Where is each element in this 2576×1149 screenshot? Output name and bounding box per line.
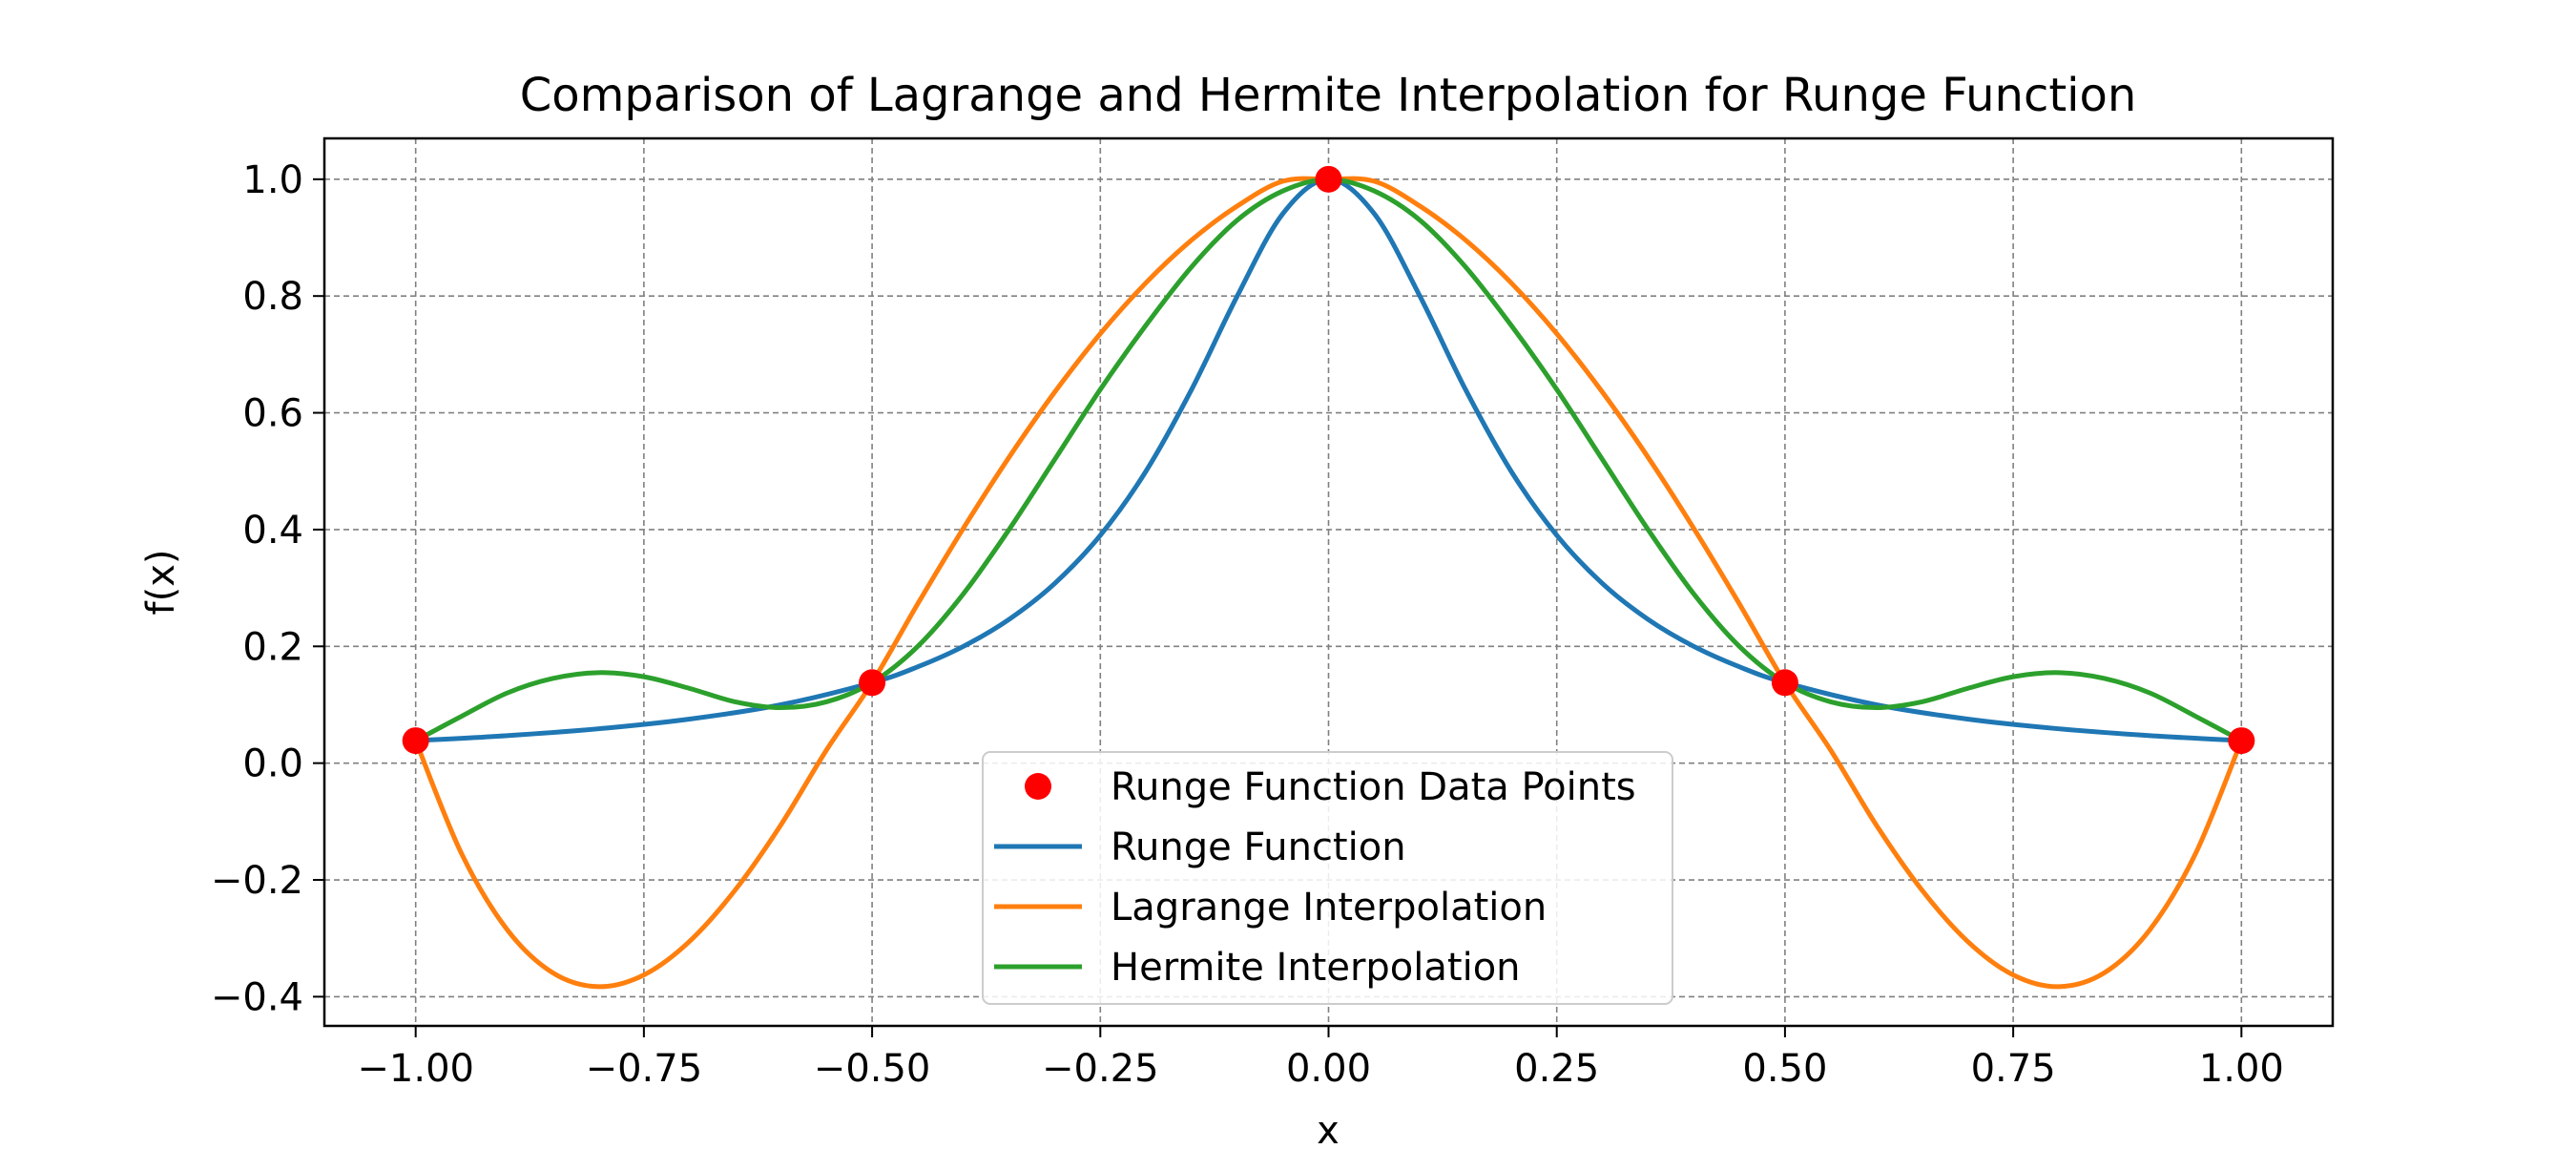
y-tick-label: 0.8 xyxy=(242,275,303,319)
x-tick-label: −0.50 xyxy=(814,1047,931,1091)
x-tick-label: 0.50 xyxy=(1742,1047,1827,1091)
x-tick-label: 0.25 xyxy=(1514,1047,1599,1091)
y-axis-label: f(x) xyxy=(139,550,183,616)
x-tick-label: 0.00 xyxy=(1286,1047,1371,1091)
x-axis-label: x xyxy=(1317,1109,1340,1145)
legend-label-runge-function: Runge Function xyxy=(1111,825,1406,869)
x-tick-label: −0.25 xyxy=(1042,1047,1159,1091)
y-tick-label: 0.6 xyxy=(242,392,303,436)
y-tick-label: 0.4 xyxy=(242,509,303,553)
series-layer xyxy=(402,165,2255,990)
y-tick-label: −0.4 xyxy=(211,975,303,1019)
data-point-marker xyxy=(402,727,429,755)
axis-ticks: −1.00 −0.75 −0.50 −0.25 0.00 0.25 0.50 0.75 1.00… xyxy=(211,158,2284,1091)
data-point-marker xyxy=(859,669,886,697)
legend-label-lagrange: Lagrange Interpolation xyxy=(1111,886,1547,930)
data-point-marker xyxy=(1315,165,1342,193)
y-tick-label: −0.2 xyxy=(211,859,303,903)
x-tick-label: −1.00 xyxy=(357,1047,474,1091)
legend: Runge Function Data Points Runge Functio… xyxy=(982,751,1673,1005)
legend-box xyxy=(982,751,1673,1005)
y-tick-label: 1.0 xyxy=(242,158,303,202)
data-point-marker xyxy=(1771,669,1798,697)
y-tick-label: 0.2 xyxy=(242,625,303,669)
legend-label-data-points: Runge Function Data Points xyxy=(1111,765,1636,809)
legend-marker-data-points xyxy=(1025,773,1051,800)
data-point-marker xyxy=(2228,727,2255,755)
chart-title: Comparison of Lagrange and Hermite Inter… xyxy=(520,69,2137,122)
x-tick-label: −0.75 xyxy=(586,1047,703,1091)
legend-label-hermite: Hermite Interpolation xyxy=(1111,946,1521,990)
x-tick-label: 0.75 xyxy=(1971,1047,2056,1091)
x-tick-label: 1.00 xyxy=(2199,1047,2284,1091)
y-tick-label: 0.0 xyxy=(242,742,303,786)
